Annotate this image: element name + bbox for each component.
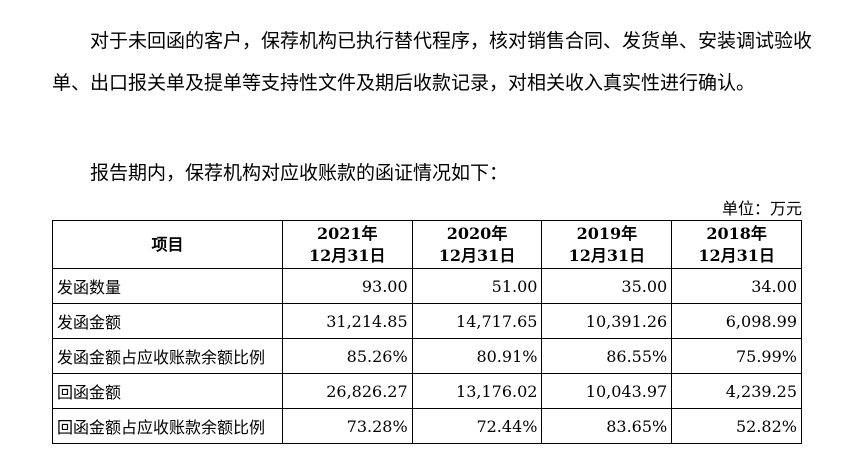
table-cell: 73.28% [281, 408, 413, 444]
table-cell: 34.00 [671, 268, 802, 304]
header-year: 2021年 [317, 223, 378, 243]
header-item: 项目 [52, 220, 283, 269]
table-cell: 52.82% [671, 408, 802, 444]
table-cell: 83.65% [541, 408, 673, 444]
table-cell: 14,717.65 [411, 303, 543, 339]
table-cell: 72.44% [411, 408, 543, 444]
table-cell: 26,826.27 [281, 373, 413, 409]
header-year-2018: 2018年 12月31日 [671, 220, 802, 269]
header-year: 2020年 [446, 223, 508, 243]
header-year: 2019年 [576, 223, 638, 243]
table-cell: 4,239.25 [671, 373, 802, 409]
table-cell: 6,098.99 [671, 303, 802, 339]
paragraph-alternative-procedures: 对于未回函的客户，保荐机构已执行替代程序，核对销售合同、发货单、安装调试验收单、… [52, 30, 813, 94]
table-cell: 85.26% [281, 338, 413, 374]
table-cell: 86.55% [541, 338, 673, 374]
row-label: 发函数量 [52, 268, 283, 304]
table-cell: 51.00 [411, 268, 543, 304]
table-row: 发函金额 31,214.85 14,717.65 10,391.26 6,098… [52, 303, 802, 339]
table-row: 发函数量 93.00 51.00 35.00 34.00 [52, 268, 802, 304]
confirmation-table: 项目 2021年 12月31日 2020年 12月31日 2019年 12月31… [52, 220, 802, 444]
table-cell: 80.91% [411, 338, 543, 374]
table-cell: 31,214.85 [281, 303, 413, 339]
header-date: 12月31日 [568, 245, 646, 265]
table-row: 回函金额占应收账款余额比例 73.28% 72.44% 83.65% 52.82… [52, 408, 802, 444]
row-label: 发函金额占应收账款余额比例 [52, 338, 283, 374]
table-cell: 75.99% [671, 338, 802, 374]
header-year-2019: 2019年 12月31日 [541, 220, 673, 269]
header-date: 12月31日 [438, 245, 516, 265]
table-cell: 13,176.02 [411, 373, 543, 409]
table-row: 发函金额占应收账款余额比例 85.26% 80.91% 86.55% 75.99… [52, 338, 802, 374]
table-cell: 10,391.26 [541, 303, 673, 339]
table-row: 回函金额 26,826.27 13,176.02 10,043.97 4,239… [52, 373, 802, 409]
row-label: 回函金额 [52, 373, 283, 409]
table-header-row: 项目 2021年 12月31日 2020年 12月31日 2019年 12月31… [52, 220, 802, 269]
row-label: 回函金额占应收账款余额比例 [52, 408, 283, 444]
header-date: 12月31日 [698, 245, 775, 265]
header-year-2021: 2021年 12月31日 [281, 220, 413, 269]
row-label: 发函金额 [52, 303, 283, 339]
table-cell: 93.00 [281, 268, 413, 304]
unit-label: 单位：万元 [721, 199, 802, 218]
paragraph-confirmation-intro: 报告期内，保荐机构对应收账款的函证情况如下： [90, 162, 509, 184]
header-year: 2018年 [706, 223, 767, 243]
header-date: 12月31日 [309, 245, 386, 265]
header-year-2020: 2020年 12月31日 [411, 220, 543, 269]
table-cell: 35.00 [541, 268, 673, 304]
table-cell: 10,043.97 [541, 373, 673, 409]
